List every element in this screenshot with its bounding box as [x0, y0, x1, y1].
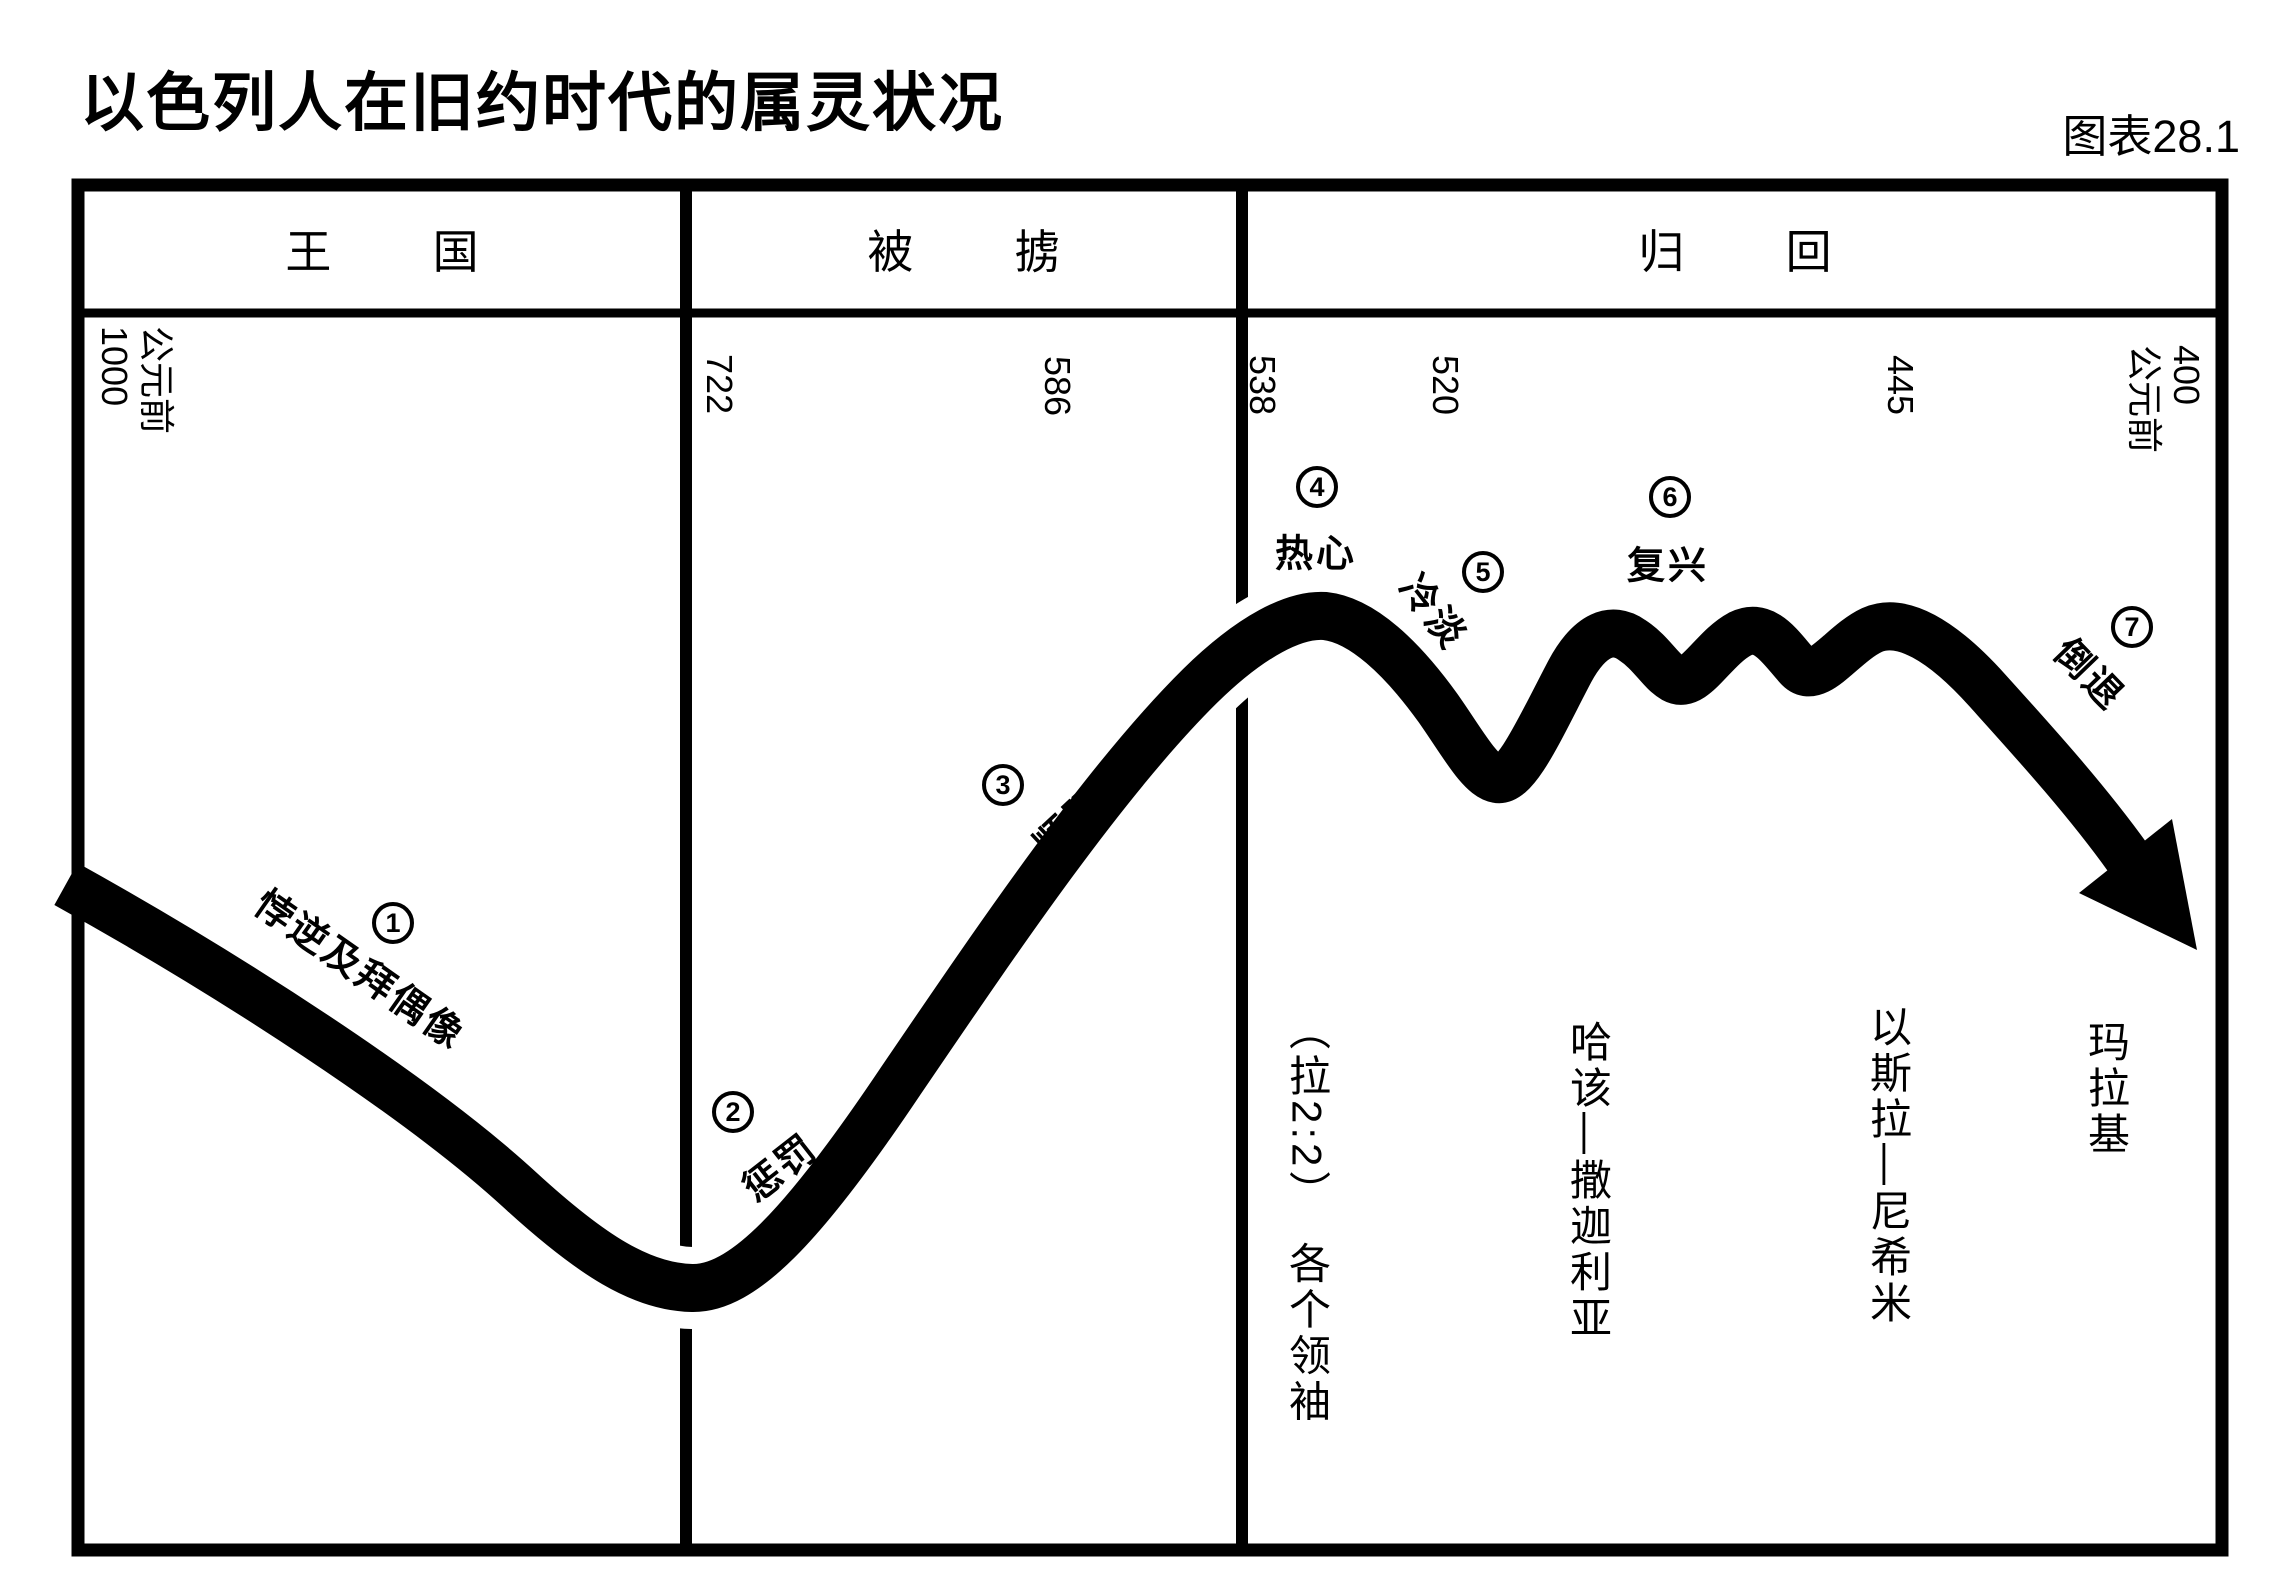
- footnote-leaders-ezra-2-2: （拉2:2） 各个领袖: [1283, 1008, 1331, 1426]
- figure-number-label: 图表28.1: [2062, 111, 2240, 162]
- stage-6-label: 复兴: [1626, 545, 1710, 588]
- stage-1-circle: 1: [372, 902, 414, 944]
- page-title: 以色列人在旧约时代的属灵状况: [80, 67, 1004, 139]
- year-445-value: 445: [1880, 355, 1921, 416]
- header-section-kingdom-label: 王国: [285, 226, 580, 278]
- year-1000-era: 公元前: [136, 326, 177, 435]
- year-label-445: 445: [1880, 355, 1921, 416]
- stage-2-circle: 2: [712, 1091, 754, 1133]
- footnote-haggai-zechariah: 哈该—撒迦利亚: [1564, 1020, 1612, 1342]
- stage-6-circle: 6: [1649, 476, 1691, 518]
- year-label-1000bc: 公元前 1000: [94, 326, 177, 436]
- year-label-586: 586: [1037, 356, 1078, 417]
- stage-5-circle: 5: [1462, 551, 1504, 593]
- year-1000-value: 1000: [93, 326, 135, 407]
- year-586-value: 586: [1037, 356, 1078, 417]
- year-label-520: 520: [1425, 355, 1466, 416]
- header-section-kingdom: 王国: [78, 186, 686, 312]
- stage-3-circle: 3: [982, 764, 1024, 806]
- year-520-value: 520: [1425, 355, 1466, 416]
- spiritual-condition-curve: [54, 591, 2148, 1312]
- footnote-ezra-nehemiah: 以斯拉—尼希米: [1864, 1005, 1912, 1327]
- header-section-captivity: 被掳: [686, 186, 1242, 312]
- stage-7-circle: 7: [2111, 606, 2153, 648]
- year-722-value: 722: [699, 354, 740, 415]
- year-label-538: 538: [1242, 355, 1283, 416]
- header-section-captivity-label: 被掳: [867, 226, 1162, 278]
- year-label-400bc: 400 公元前: [2124, 345, 2207, 455]
- header-section-return-label: 归回: [1638, 226, 1933, 278]
- year-538-value: 538: [1242, 355, 1283, 416]
- stage-4-label: 热心: [1274, 533, 1358, 576]
- footnote-malachi: 玛拉基: [2082, 1020, 2130, 1158]
- year-400-value: 400: [2166, 345, 2207, 406]
- curve-arrowhead: [2079, 819, 2197, 950]
- chart-frame-border: [71, 178, 2229, 1557]
- stage-4-circle: 4: [1296, 466, 1338, 508]
- year-400-era: 公元前: [2123, 345, 2165, 454]
- year-label-722: 722: [699, 354, 740, 415]
- header-section-return: 归回: [1242, 186, 2228, 312]
